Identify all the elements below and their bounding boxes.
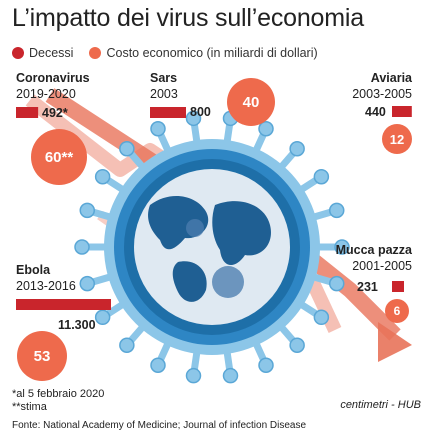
death-value-ebola: 11.300 bbox=[58, 318, 96, 332]
virus-spike-knob bbox=[328, 275, 345, 292]
virus-spike-knob bbox=[334, 239, 350, 255]
virus-spike-knob bbox=[150, 120, 166, 137]
legend-deaths-label: Decessi bbox=[29, 46, 74, 60]
death-value-aviaria: 440 bbox=[365, 105, 386, 119]
virus-particle bbox=[212, 266, 244, 298]
virus-spike-knob bbox=[94, 309, 111, 326]
legend-deaths-swatch bbox=[12, 47, 24, 59]
virus-spike-knob bbox=[79, 202, 96, 219]
virus-spike-knob bbox=[119, 141, 135, 157]
virus-spike-knob bbox=[185, 367, 202, 384]
source-note: Fonte: National Academy of Medicine; Jou… bbox=[12, 420, 307, 431]
trend-arrow-head bbox=[378, 322, 412, 362]
death-bar-coronavirus bbox=[16, 107, 39, 118]
category-label-aviaria: Aviaria bbox=[370, 71, 412, 85]
period-label-coronavirus: 2019-2020 bbox=[16, 87, 76, 101]
virus-spike-knob bbox=[289, 141, 305, 157]
legend-cost-label: Costo economico (in miliardi di dollari) bbox=[106, 46, 318, 60]
virus-particle bbox=[186, 219, 204, 237]
cost-bubble-ebola: 53 bbox=[17, 331, 67, 381]
virus-spike-knob bbox=[258, 357, 274, 374]
category-label-sars: Sars bbox=[150, 71, 178, 85]
period-label-ebola: 2013-2016 bbox=[16, 279, 76, 293]
death-bar-sars bbox=[150, 107, 186, 118]
footnote-1: *al 5 febbraio 2020 bbox=[12, 388, 105, 400]
death-value-sars: 800 bbox=[190, 105, 211, 119]
virus-spike-knob bbox=[94, 168, 111, 185]
virus-spike-knob bbox=[185, 110, 202, 127]
cost-bubble-sars: 40 bbox=[227, 78, 275, 126]
cost-bubble-aviaria: 12 bbox=[382, 124, 412, 154]
period-label-aviaria: 2003-2005 bbox=[352, 87, 412, 101]
death-value-coronavirus: 492* bbox=[42, 106, 68, 120]
globe-land-3 bbox=[172, 261, 207, 302]
virus-spike-knob bbox=[222, 367, 239, 384]
globe bbox=[134, 169, 290, 325]
virus-spike-knob bbox=[313, 168, 330, 185]
virus-spike-knob bbox=[258, 120, 274, 137]
period-label-sars: 2003 bbox=[150, 87, 178, 101]
death-value-mucca-pazza: 231 bbox=[357, 280, 378, 294]
footnote-2: **stima bbox=[12, 401, 47, 413]
virus-spike-knob bbox=[79, 275, 96, 292]
category-label-mucca-pazza: Mucca pazza bbox=[335, 243, 412, 257]
legend: Decessi Costo economico (in miliardi di … bbox=[12, 46, 318, 60]
death-bar-mucca-pazza bbox=[392, 281, 404, 292]
legend-cost-swatch bbox=[89, 47, 102, 59]
category-label-coronavirus: Coronavirus bbox=[16, 71, 90, 85]
virus-spike-knob bbox=[119, 337, 135, 353]
cost-bubble-coronavirus: 60** bbox=[31, 129, 87, 185]
brand-logo: centimetri - HUB bbox=[340, 399, 421, 411]
death-bar-aviaria bbox=[392, 106, 412, 117]
virus-spike-knob bbox=[289, 337, 305, 353]
virus-spike-knob bbox=[313, 309, 330, 326]
page-title: L’impatto dei virus sull’economia bbox=[12, 4, 364, 32]
virus-spike-knob bbox=[328, 202, 345, 219]
globe-land-2 bbox=[212, 201, 271, 266]
death-bar-ebola bbox=[16, 299, 111, 310]
category-label-ebola: Ebola bbox=[16, 263, 51, 277]
virus-spike-knob bbox=[150, 357, 166, 374]
period-label-mucca-pazza: 2001-2005 bbox=[352, 259, 412, 273]
virus-spike-knob bbox=[74, 239, 90, 255]
cost-bubble-mucca-pazza: 6 bbox=[385, 299, 409, 323]
